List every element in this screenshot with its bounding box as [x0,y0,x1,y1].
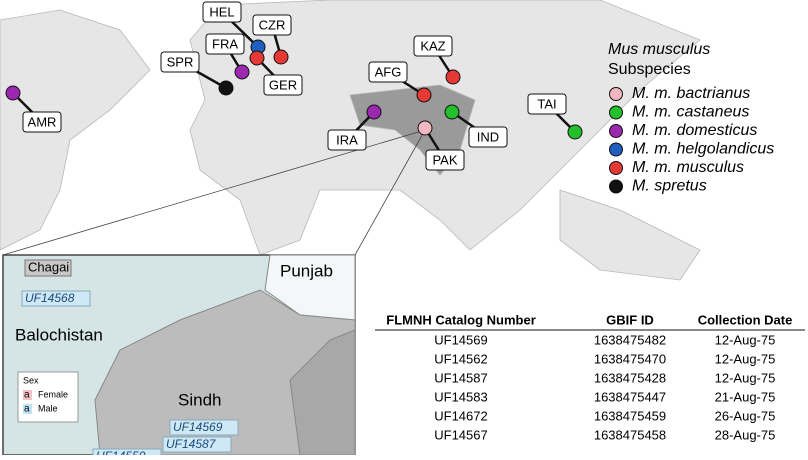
inset: Chagai Punjab Balochistan Sindh UF14568 … [2,254,356,460]
sex-legend-title: Sex [23,375,39,385]
legend-swatch [609,105,623,120]
table-cell: UF14587 [434,370,487,385]
table-cell: 1638475428 [594,370,666,385]
site-marker [249,50,265,66]
table-cell: 1638475458 [594,427,666,442]
table-cell: 12-Aug-75 [715,332,776,347]
table-cell: UF14583 [434,389,487,404]
sex-label: Female [38,389,68,399]
site-marker [567,124,583,140]
legend-label: M. m. castaneus [632,104,749,121]
specimen-label: UF14587 [166,437,217,451]
site-label: KAZ [420,38,445,53]
table: FLMNH Catalog Number GBIF ID Collection Da… [375,312,805,442]
site-label: SPR [167,54,194,69]
region-label: Sindh [178,390,221,409]
site-label: FRA [212,36,238,51]
label-box [160,51,200,73]
site-marker [444,104,460,120]
specimen-label: UF14569 [173,420,223,434]
site-label: GER [269,77,297,92]
site-marker [273,49,289,65]
label-box [468,126,508,148]
table-cell: UF14672 [434,408,487,423]
label-box [263,74,303,96]
specimen-label: UF14568 [25,291,75,305]
table-cell: 1638475447 [594,389,666,404]
legend-swatch [609,179,623,194]
site-label: AMR [28,114,57,129]
label-box [22,111,62,133]
site-label: CZR [259,17,286,32]
label-box [527,93,567,115]
site-label: PAK [432,152,457,167]
site-marker [366,104,382,120]
legend-swatch [609,161,623,175]
legend-subtitle: Subspecies [608,61,691,78]
label-box [205,33,245,55]
legend-label: M. m. musculus [632,159,744,176]
table-header: GBIF ID [606,312,654,327]
label-box [252,14,292,36]
region-label: Punjab [280,261,333,280]
region-label: Balochistan [15,325,103,344]
site-label: IND [477,129,499,144]
table-cell: 1638475482 [594,332,666,347]
legend-title: Mus musculus [608,41,710,58]
site-label: TAI [537,96,556,111]
leader-lines [2,129,426,256]
legend-label: M. m. bactrianus [632,85,750,102]
sex-symbol: a [24,404,30,415]
site-label: AFG [375,64,402,79]
label-box [327,129,367,151]
label-box [368,61,408,83]
table-cell: 12-Aug-75 [715,351,776,366]
site-label: IRA [336,132,358,147]
basemap [0,0,701,281]
legend: Mus musculus Subspecies M. m. bactrianus… [608,41,774,195]
site-marker [445,69,461,85]
sex-symbol: a [24,390,30,401]
table-cell: 26-Aug-75 [715,408,776,423]
table-cell: 1638475459 [594,408,666,423]
site-label: HEL [209,4,234,19]
sex-label: Male [38,403,58,413]
legend-label: M. m. domesticus [632,122,757,139]
table-cell: 12-Aug-75 [715,370,776,385]
legend-label: M. spretus [632,178,707,195]
region-label: Chagai [28,259,69,274]
site-marker [218,80,234,96]
table-cell: 28-Aug-75 [715,427,776,442]
table-header: FLMNH Catalog Number [386,312,536,327]
label-box [202,1,242,23]
table-cell: 1638475470 [594,351,666,366]
label-box [425,149,465,171]
legend-label: M. m. helgolandicus [632,141,774,158]
table-cell: UF14562 [434,351,487,366]
table-cell: UF14569 [434,332,487,347]
legend-swatch [609,124,623,138]
legend-swatch [609,87,623,101]
table-header: Collection Date [698,312,793,327]
table-cell: 21-Aug-75 [715,389,776,404]
site-marker [416,87,432,103]
legend-swatch [609,142,623,157]
table-cell: UF14567 [434,427,487,442]
site-marker [234,64,250,80]
specimen-label: UF14550 [96,449,146,455]
site-marker [5,85,21,101]
label-box [413,35,453,57]
site-marker [417,120,433,136]
